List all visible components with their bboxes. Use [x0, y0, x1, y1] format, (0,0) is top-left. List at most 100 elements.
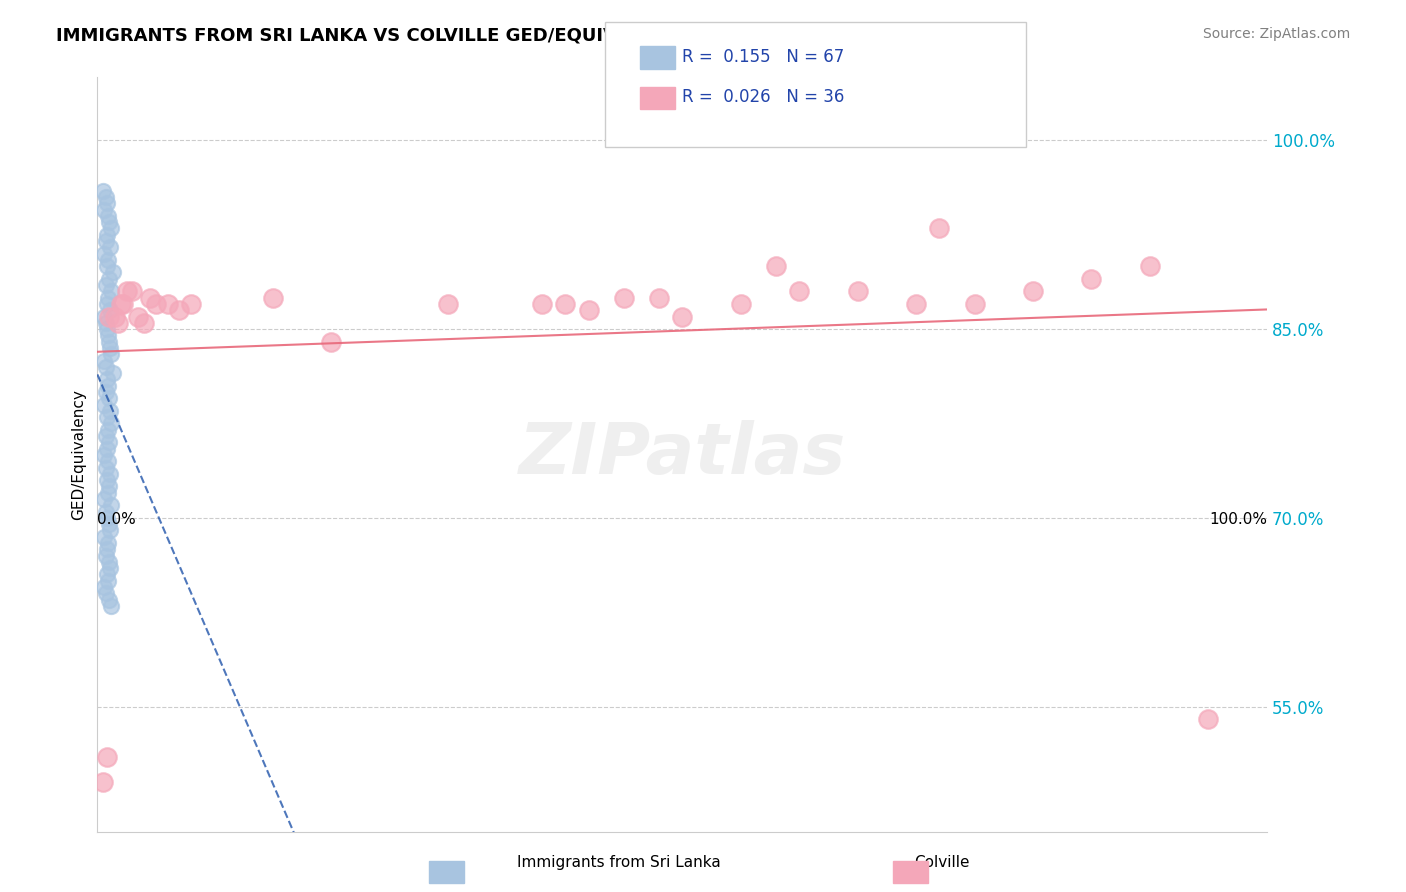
Point: [730, 297, 752, 311]
Point: [96, 227, 118, 242]
Point: [127, 310, 149, 324]
Point: [787, 285, 810, 299]
Point: [94, 316, 117, 330]
Point: [101, 265, 124, 279]
Point: [98, 240, 121, 254]
Point: [1080, 272, 1102, 286]
Point: [96, 372, 118, 386]
Point: [97, 574, 120, 588]
Point: [156, 297, 179, 311]
Point: [96, 196, 118, 211]
Text: 0.0%: 0.0%: [97, 511, 136, 526]
Point: [94, 278, 117, 293]
Point: [97, 209, 120, 223]
Point: [554, 297, 576, 311]
Point: [94, 384, 117, 399]
Point: [905, 297, 928, 311]
Point: [530, 297, 553, 311]
Point: [100, 599, 122, 613]
Point: [96, 297, 118, 311]
Point: [578, 303, 600, 318]
Point: [104, 310, 127, 324]
Point: [96, 473, 118, 487]
Point: [98, 517, 121, 532]
Point: [100, 498, 122, 512]
Point: [91, 775, 114, 789]
Text: R =  0.155   N = 67: R = 0.155 N = 67: [682, 48, 844, 66]
Point: [97, 454, 120, 468]
Point: [96, 542, 118, 557]
Point: [107, 316, 129, 330]
Point: [98, 479, 121, 493]
Point: [94, 359, 117, 374]
Point: [97, 423, 120, 437]
Text: Source: ZipAtlas.com: Source: ZipAtlas.com: [1202, 27, 1350, 41]
Point: [94, 460, 117, 475]
Point: [98, 334, 121, 349]
Point: [97, 485, 120, 500]
Point: [98, 272, 121, 286]
Point: [94, 234, 117, 248]
Point: [180, 297, 202, 311]
Point: [100, 285, 122, 299]
Point: [93, 580, 115, 594]
Text: ZIPatlas: ZIPatlas: [519, 420, 846, 490]
Point: [139, 291, 162, 305]
Point: [96, 567, 118, 582]
Point: [93, 246, 115, 260]
Point: [1139, 259, 1161, 273]
Point: [437, 297, 460, 311]
Point: [765, 259, 787, 273]
Point: [1022, 285, 1045, 299]
Point: [93, 202, 115, 217]
Y-axis label: GED/Equivalency: GED/Equivalency: [72, 390, 86, 520]
Point: [97, 291, 120, 305]
Point: [648, 291, 671, 305]
Point: [97, 378, 120, 392]
Point: [134, 316, 156, 330]
Point: [100, 221, 122, 235]
Point: [100, 417, 122, 431]
Point: [96, 410, 118, 425]
Point: [91, 184, 114, 198]
Point: [928, 221, 950, 235]
Point: [846, 285, 869, 299]
Point: [93, 491, 115, 506]
Point: [321, 334, 343, 349]
Point: [98, 524, 121, 538]
Point: [963, 297, 986, 311]
Text: 100.0%: 100.0%: [1209, 511, 1267, 526]
Point: [93, 530, 115, 544]
Point: [98, 404, 121, 418]
Point: [100, 347, 122, 361]
Point: [671, 310, 693, 324]
Point: [112, 297, 135, 311]
Point: [96, 750, 118, 764]
Point: [98, 592, 121, 607]
Point: [262, 291, 284, 305]
Point: [613, 291, 636, 305]
Point: [96, 511, 118, 525]
Point: [98, 467, 121, 481]
Point: [94, 429, 117, 443]
Point: [97, 536, 120, 550]
Point: [97, 252, 120, 267]
Point: [115, 285, 138, 299]
Point: [97, 328, 120, 343]
Point: [96, 322, 118, 336]
Point: [121, 285, 143, 299]
Point: [96, 259, 118, 273]
Point: [93, 448, 115, 462]
Point: [94, 504, 117, 518]
Point: [98, 435, 121, 450]
Point: [98, 555, 121, 569]
Point: [98, 215, 121, 229]
Point: [93, 398, 115, 412]
Point: [93, 353, 115, 368]
Text: Immigrants from Sri Lanka: Immigrants from Sri Lanka: [517, 855, 720, 870]
Point: [98, 341, 121, 355]
Text: IMMIGRANTS FROM SRI LANKA VS COLVILLE GED/EQUIVALENCY CORRELATION CHART: IMMIGRANTS FROM SRI LANKA VS COLVILLE GE…: [56, 27, 917, 45]
Point: [94, 190, 117, 204]
Point: [98, 561, 121, 575]
Point: [98, 310, 121, 324]
